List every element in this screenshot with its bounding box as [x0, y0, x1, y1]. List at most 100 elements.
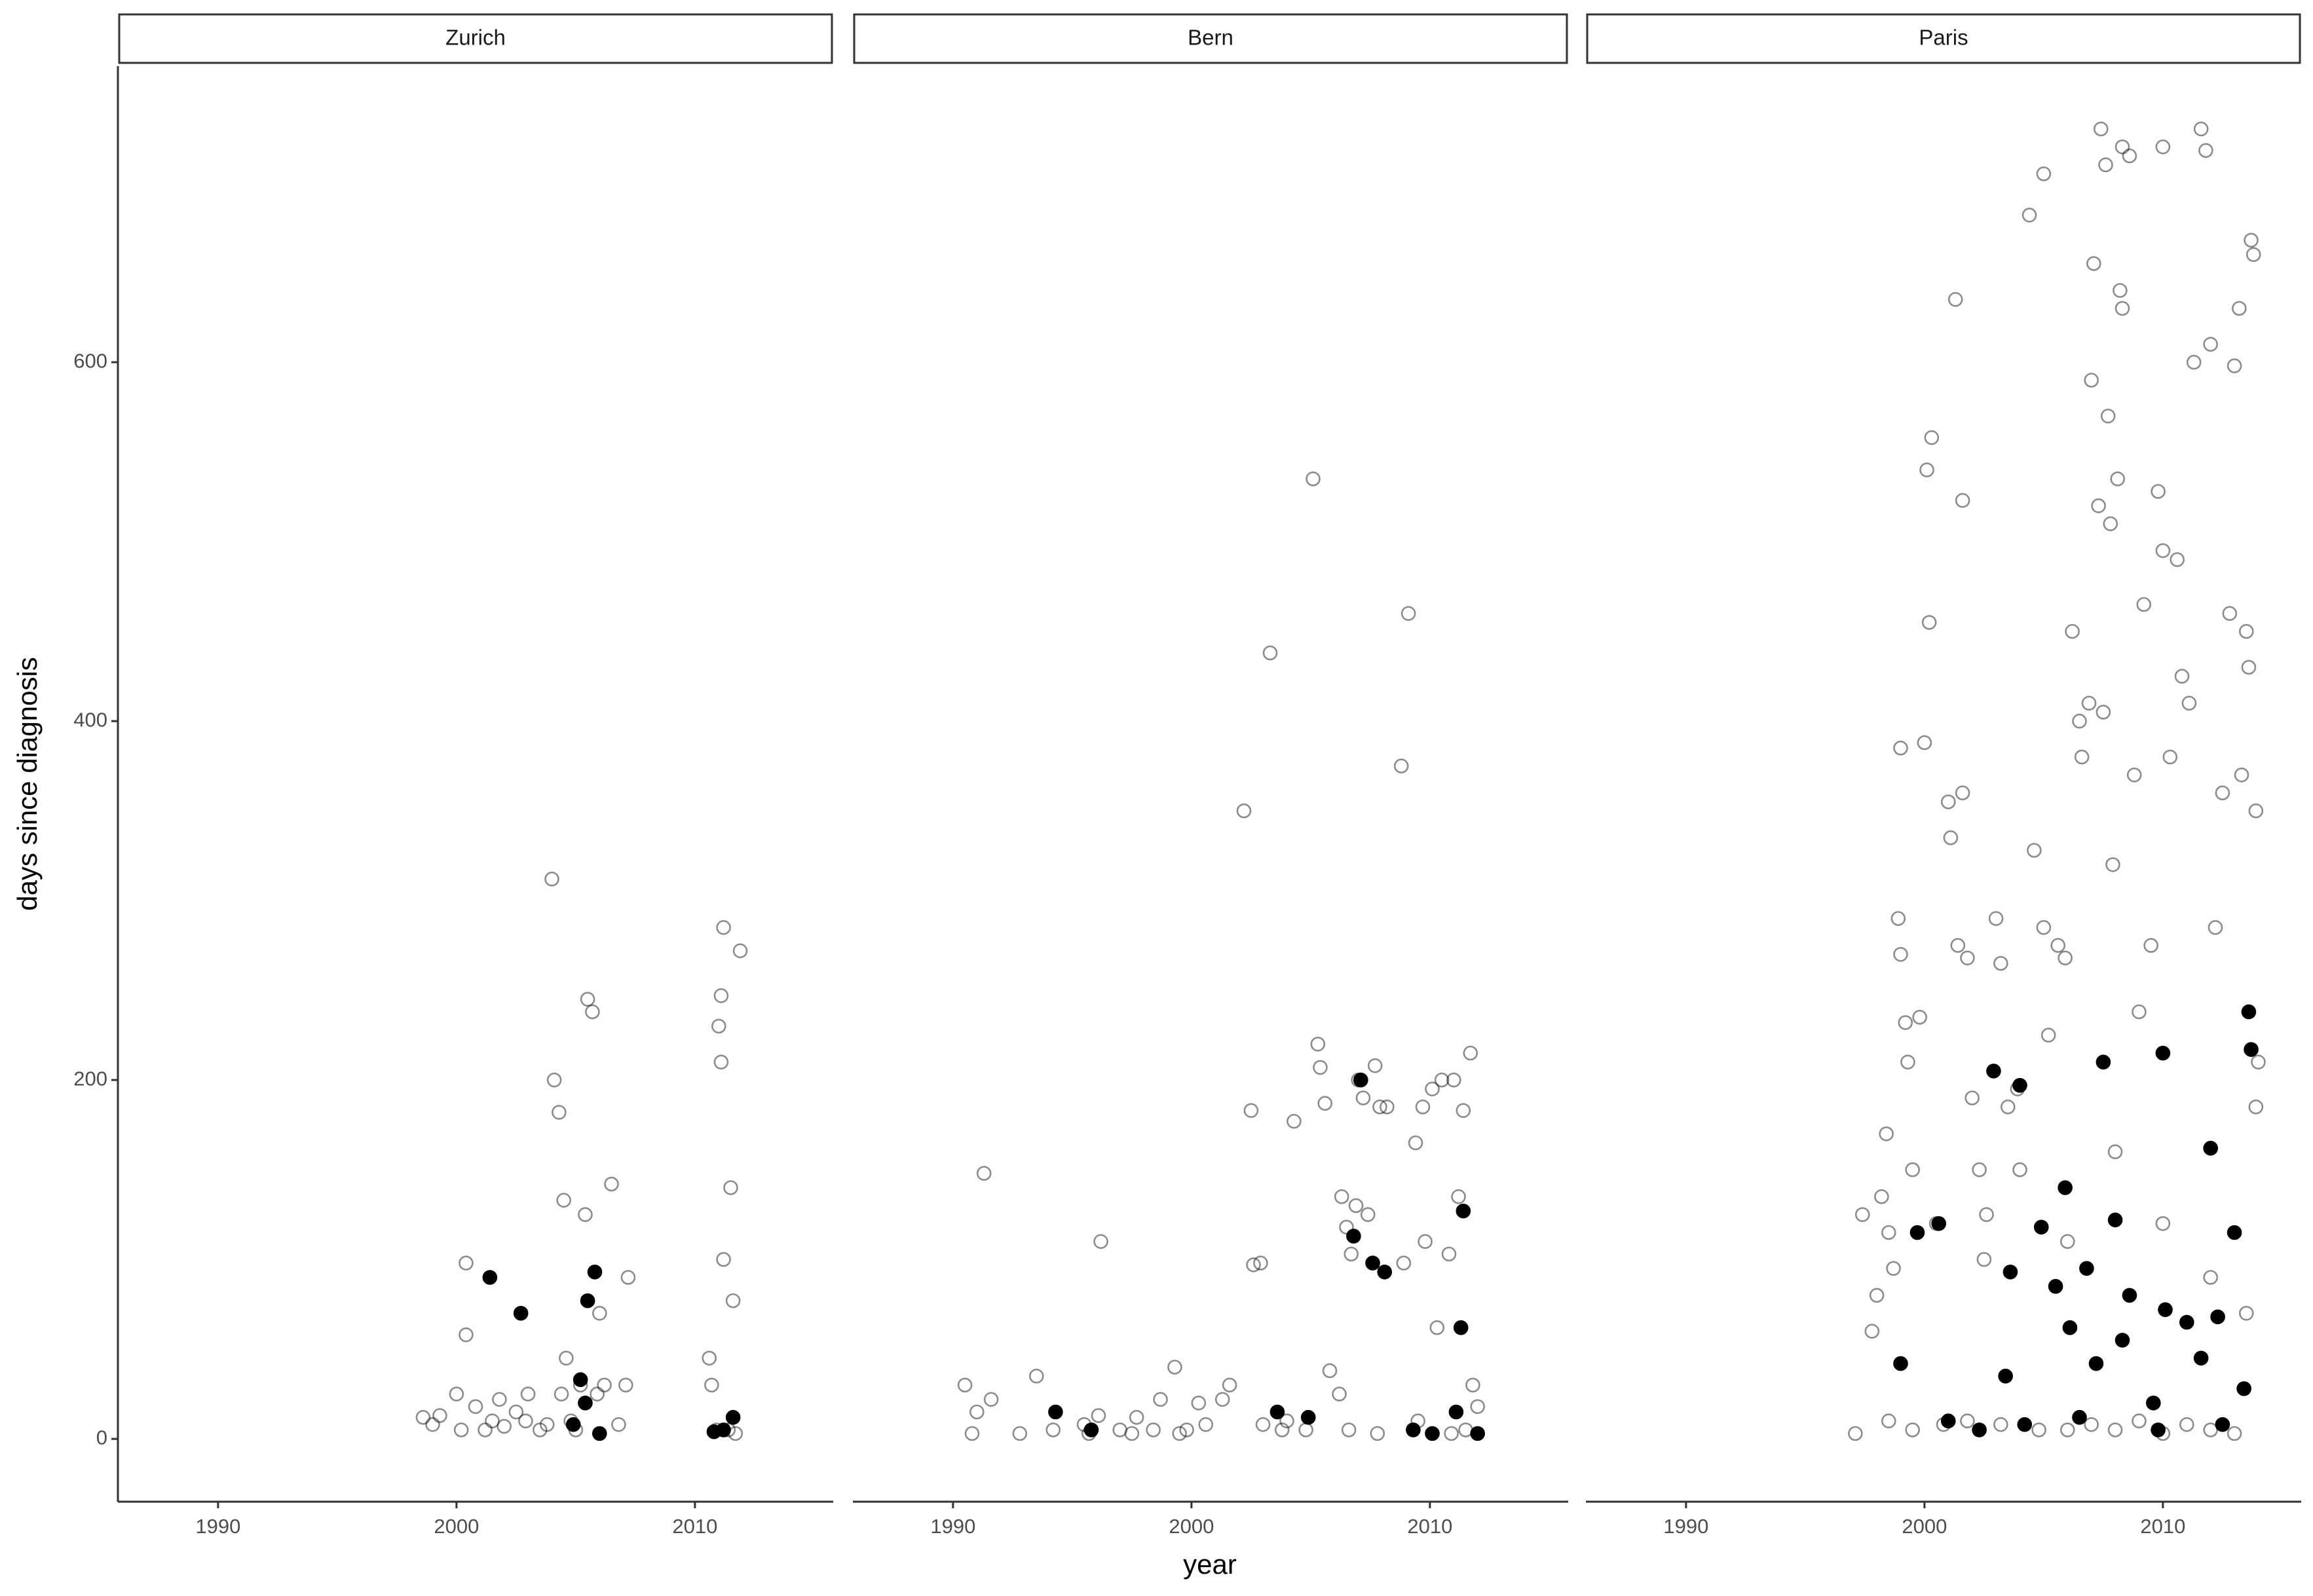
point [1146, 1422, 1161, 1438]
point [2107, 1422, 2123, 1438]
point [1470, 1399, 1485, 1415]
x-tick-label: 1990 [195, 1515, 240, 1538]
point [1306, 471, 1321, 487]
point [2081, 696, 2097, 711]
point [704, 1377, 719, 1393]
point [1955, 785, 1970, 800]
point [2050, 938, 2066, 953]
point [468, 1399, 483, 1415]
point [546, 1072, 562, 1088]
point [2203, 1140, 2218, 1156]
point [592, 1306, 607, 1321]
point [449, 1386, 464, 1401]
point [2036, 166, 2052, 181]
point [969, 1404, 985, 1420]
point [2059, 1234, 2075, 1249]
point [716, 1252, 731, 1267]
facet-strip [118, 13, 833, 64]
point [1976, 1252, 1992, 1267]
point [1124, 1426, 1140, 1441]
point [2022, 208, 2037, 223]
point [556, 1193, 571, 1208]
x-tick-label: 2010 [2140, 1515, 2185, 1538]
point [2238, 1306, 2254, 1321]
point [2179, 1417, 2194, 1432]
point [554, 1386, 569, 1401]
point [432, 1408, 447, 1423]
point [1434, 1072, 1450, 1088]
point [2162, 749, 2178, 765]
point [2122, 148, 2137, 164]
point [415, 1409, 431, 1425]
point [2179, 1314, 2194, 1330]
point [459, 1327, 474, 1343]
point [2215, 785, 2230, 800]
point [492, 1392, 507, 1407]
point [1998, 1368, 2013, 1384]
point [2000, 1099, 2016, 1115]
point [1393, 758, 1409, 773]
x-tick-label: 2010 [672, 1515, 717, 1538]
point [1287, 1113, 1302, 1129]
point [2100, 408, 2116, 424]
point [725, 1293, 741, 1308]
point [618, 1377, 633, 1393]
point [573, 1372, 588, 1387]
point [2098, 157, 2113, 172]
point [2062, 1320, 2078, 1335]
point [587, 1264, 603, 1280]
point [1869, 1288, 1885, 1303]
x-tick-label: 2000 [434, 1515, 479, 1538]
point [2241, 659, 2257, 675]
point [2203, 337, 2218, 352]
point [1246, 1257, 1261, 1272]
point [1924, 430, 1940, 445]
point [1893, 740, 1908, 756]
point [1214, 1392, 1230, 1407]
point [2107, 1144, 2123, 1159]
facet-title: Zurich [445, 26, 506, 50]
y-tick-label: 0 [96, 1426, 107, 1449]
point [2208, 919, 2223, 935]
point [2086, 256, 2101, 271]
point [2155, 139, 2171, 155]
point [1339, 1219, 1354, 1235]
point [1909, 1225, 1925, 1240]
point [711, 1018, 726, 1034]
point [2107, 1212, 2123, 1228]
point [2151, 1422, 2166, 1438]
point [2186, 354, 2202, 370]
point [976, 1166, 992, 1181]
point [1236, 803, 1252, 819]
point [1905, 1422, 1920, 1438]
point [1317, 1096, 1333, 1111]
point [1972, 1422, 1987, 1438]
point [532, 1422, 548, 1438]
point [716, 919, 731, 935]
point [585, 1004, 600, 1020]
point [2058, 1180, 2073, 1195]
point [539, 1417, 555, 1432]
point [425, 1417, 440, 1432]
point [2203, 1422, 2218, 1438]
point [1456, 1103, 1471, 1118]
point [2027, 843, 2042, 858]
point [1346, 1229, 1361, 1244]
point [1091, 1408, 1106, 1423]
point [1874, 1189, 1889, 1204]
point [2155, 543, 2171, 559]
point [565, 1417, 581, 1432]
point [485, 1413, 500, 1428]
point [2251, 1054, 2266, 1069]
facet-strip [853, 13, 1568, 64]
point [544, 871, 559, 887]
point [1377, 1264, 1393, 1280]
point [2193, 1350, 2209, 1366]
point [2105, 857, 2120, 872]
point [2096, 1054, 2111, 1069]
point [2103, 516, 2118, 532]
point [2215, 1417, 2230, 1432]
point [2146, 1396, 2161, 1411]
point [1012, 1426, 1028, 1441]
